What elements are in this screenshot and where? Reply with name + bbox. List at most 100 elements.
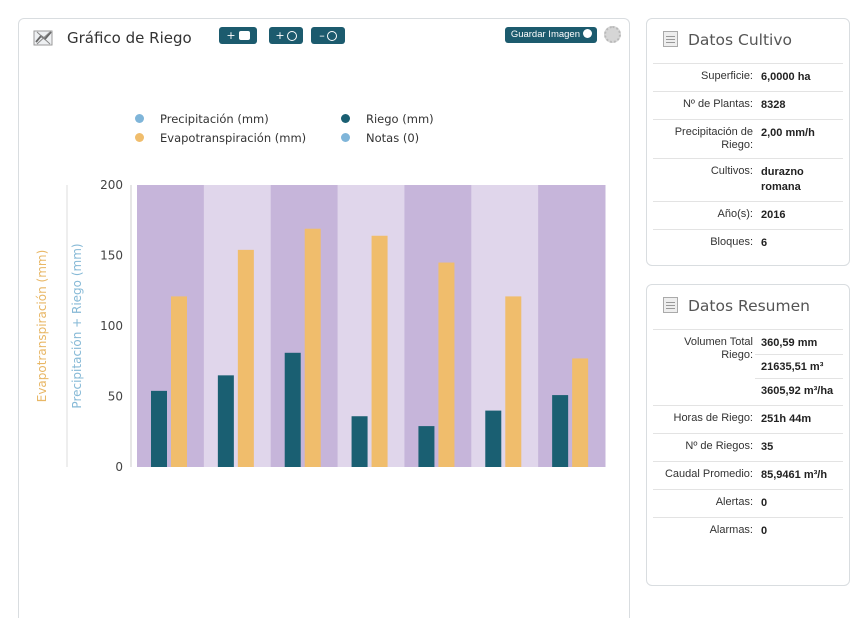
bar-evapotranspiracion [237,249,254,467]
info-value: 0 [761,518,843,545]
info-value: 2016 [761,202,843,229]
legend-label: Evapotranspiración (mm) [160,131,307,145]
legend-dot [341,114,350,123]
bar-evapotranspiracion [371,235,388,467]
info-label: Alarmas: [709,524,753,536]
info-label: Cultivos: [710,165,753,177]
info-row: Bloques: 6 [653,229,843,257]
info-row: Alertas: 0 [653,489,843,517]
info-label: Año(s): [717,208,753,220]
zoom-out-button[interactable]: – [311,27,345,44]
chart-tools-icon [33,30,53,46]
info-row: Año(s): 2016 [653,201,843,229]
plot-band [538,185,606,467]
bar-riego [284,352,301,467]
y-tick-label: 100 [100,319,123,333]
info-label: Volumen Total Riego: [684,336,753,361]
info-label: Caudal Promedio: [664,468,753,480]
legend-dot [135,114,144,123]
datos-resumen-header: Datos Resumen [663,297,810,315]
info-value-line: 6 [761,237,768,249]
info-label: Alertas: [715,496,753,508]
info-value: 8328 [761,92,843,119]
chart-panel: Gráfico de Riego + + – Guardar Imagen Pr… [18,18,630,618]
y-axis-title-left: Evapotranspiración (mm) [35,250,49,403]
legend-item-evapotranspiracion[interactable]: Evapotranspiración (mm) [135,131,306,145]
plot-band [337,185,405,467]
datos-cultivo-header: Datos Cultivo [663,31,792,49]
info-value-line: 8328 [761,99,786,111]
bar-evapotranspiracion [438,262,455,467]
info-value: 251h 44m [761,406,843,433]
info-label: Nº de Riegos: [685,440,753,452]
gear-icon[interactable] [604,26,621,43]
legend-label: Riego (mm) [366,112,434,126]
info-value: 2,00 mm/h [761,120,843,158]
plot-band [203,185,272,467]
info-label: Horas de Riego: [673,412,754,424]
add-note-button[interactable]: + [219,27,257,44]
y-tick-label: 50 [108,390,123,404]
bar-evapotranspiracion [171,296,187,467]
legend-label: Precipitación (mm) [160,112,269,126]
info-value: 85,9461 m³/h [761,462,843,489]
info-value-line: 2,00 mm/h [761,127,815,139]
info-row: Cultivos: durazno romana [653,158,843,201]
info-row: Alarmas: 0 [653,517,843,545]
info-value-line: 35 [761,441,774,453]
zoom-in-label: + [275,29,285,42]
info-row: Nº de Plantas: 8328 [653,91,843,119]
info-label: Precipitación de Riego: [674,126,753,151]
info-row: Volumen Total Riego: 360,59 mm 21635,51 m³… [653,329,843,405]
info-value-line: durazno [761,166,804,178]
info-row: Nº de Riegos: 35 [653,433,843,461]
legend-label: Notas (0) [366,131,420,145]
bar-evapotranspiracion [505,296,522,467]
save-image-label: Guardar Imagen [510,29,580,40]
info-value-line: 0 [761,525,768,537]
info-value: durazno romana [761,159,843,201]
table-icon [663,297,678,313]
legend-dot [341,133,350,142]
datos-resumen-title: Datos Resumen [688,297,810,315]
plot-band [137,185,205,467]
y-tick-label: 0 [115,460,123,474]
legend-item-notas[interactable]: Notas (0) [341,131,419,145]
info-value-line: 3605,92 m³/ha [755,378,843,399]
bar-riego [351,416,368,467]
info-value: 6,0000 ha [761,64,843,91]
zoom-out-label: – [319,29,325,42]
info-label: Superficie: [701,70,753,82]
chart-title: Gráfico de Riego [67,29,192,47]
info-value-line: 0 [761,497,768,509]
plot-band [270,185,339,467]
info-row: Precipitación de Riego: 2,00 mm/h [653,119,843,158]
save-image-button[interactable]: Guardar Imagen [504,27,597,43]
globe-icon [326,31,337,41]
datos-resumen-panel: Datos Resumen Volumen Total Riego: 360,59… [646,284,850,586]
bar-riego [151,390,167,467]
bar-evapotranspiracion [304,228,321,467]
plot-band [404,185,472,467]
info-value: 0 [761,490,843,517]
plot-band [471,185,539,467]
globe-icon [286,31,297,41]
info-row: Superficie: 6,0000 ha [653,63,843,91]
download-icon [583,29,592,38]
info-value-line: 85,9461 m³/h [761,469,828,481]
bar-riego [217,375,234,467]
info-value-line: 360,59 mm [761,337,818,349]
bar-chart: 0 50 100 150 200 Evapotranspiración (mm) Preci… [35,178,606,474]
info-label: Bloques: [710,236,753,248]
y-tick-label: 150 [100,249,123,263]
comment-icon [238,31,250,40]
legend-item-precipitacion[interactable]: Precipitación (mm) [135,112,269,126]
chart-header: Gráfico de Riego + + – Guardar Imagen [19,19,629,59]
info-value: 6 [761,230,843,257]
legend-item-riego[interactable]: Riego (mm) [341,112,434,126]
y-tick-label: 200 [100,178,123,192]
datos-cultivo-rows: Superficie: 6,0000 ha Nº de Plantas: 8328 Pr… [647,63,849,257]
info-value: 360,59 mm 21635,51 m³ 3605,92 m³/ha [755,330,843,405]
zoom-in-button[interactable]: + [269,27,303,44]
info-value: 35 [761,434,843,461]
